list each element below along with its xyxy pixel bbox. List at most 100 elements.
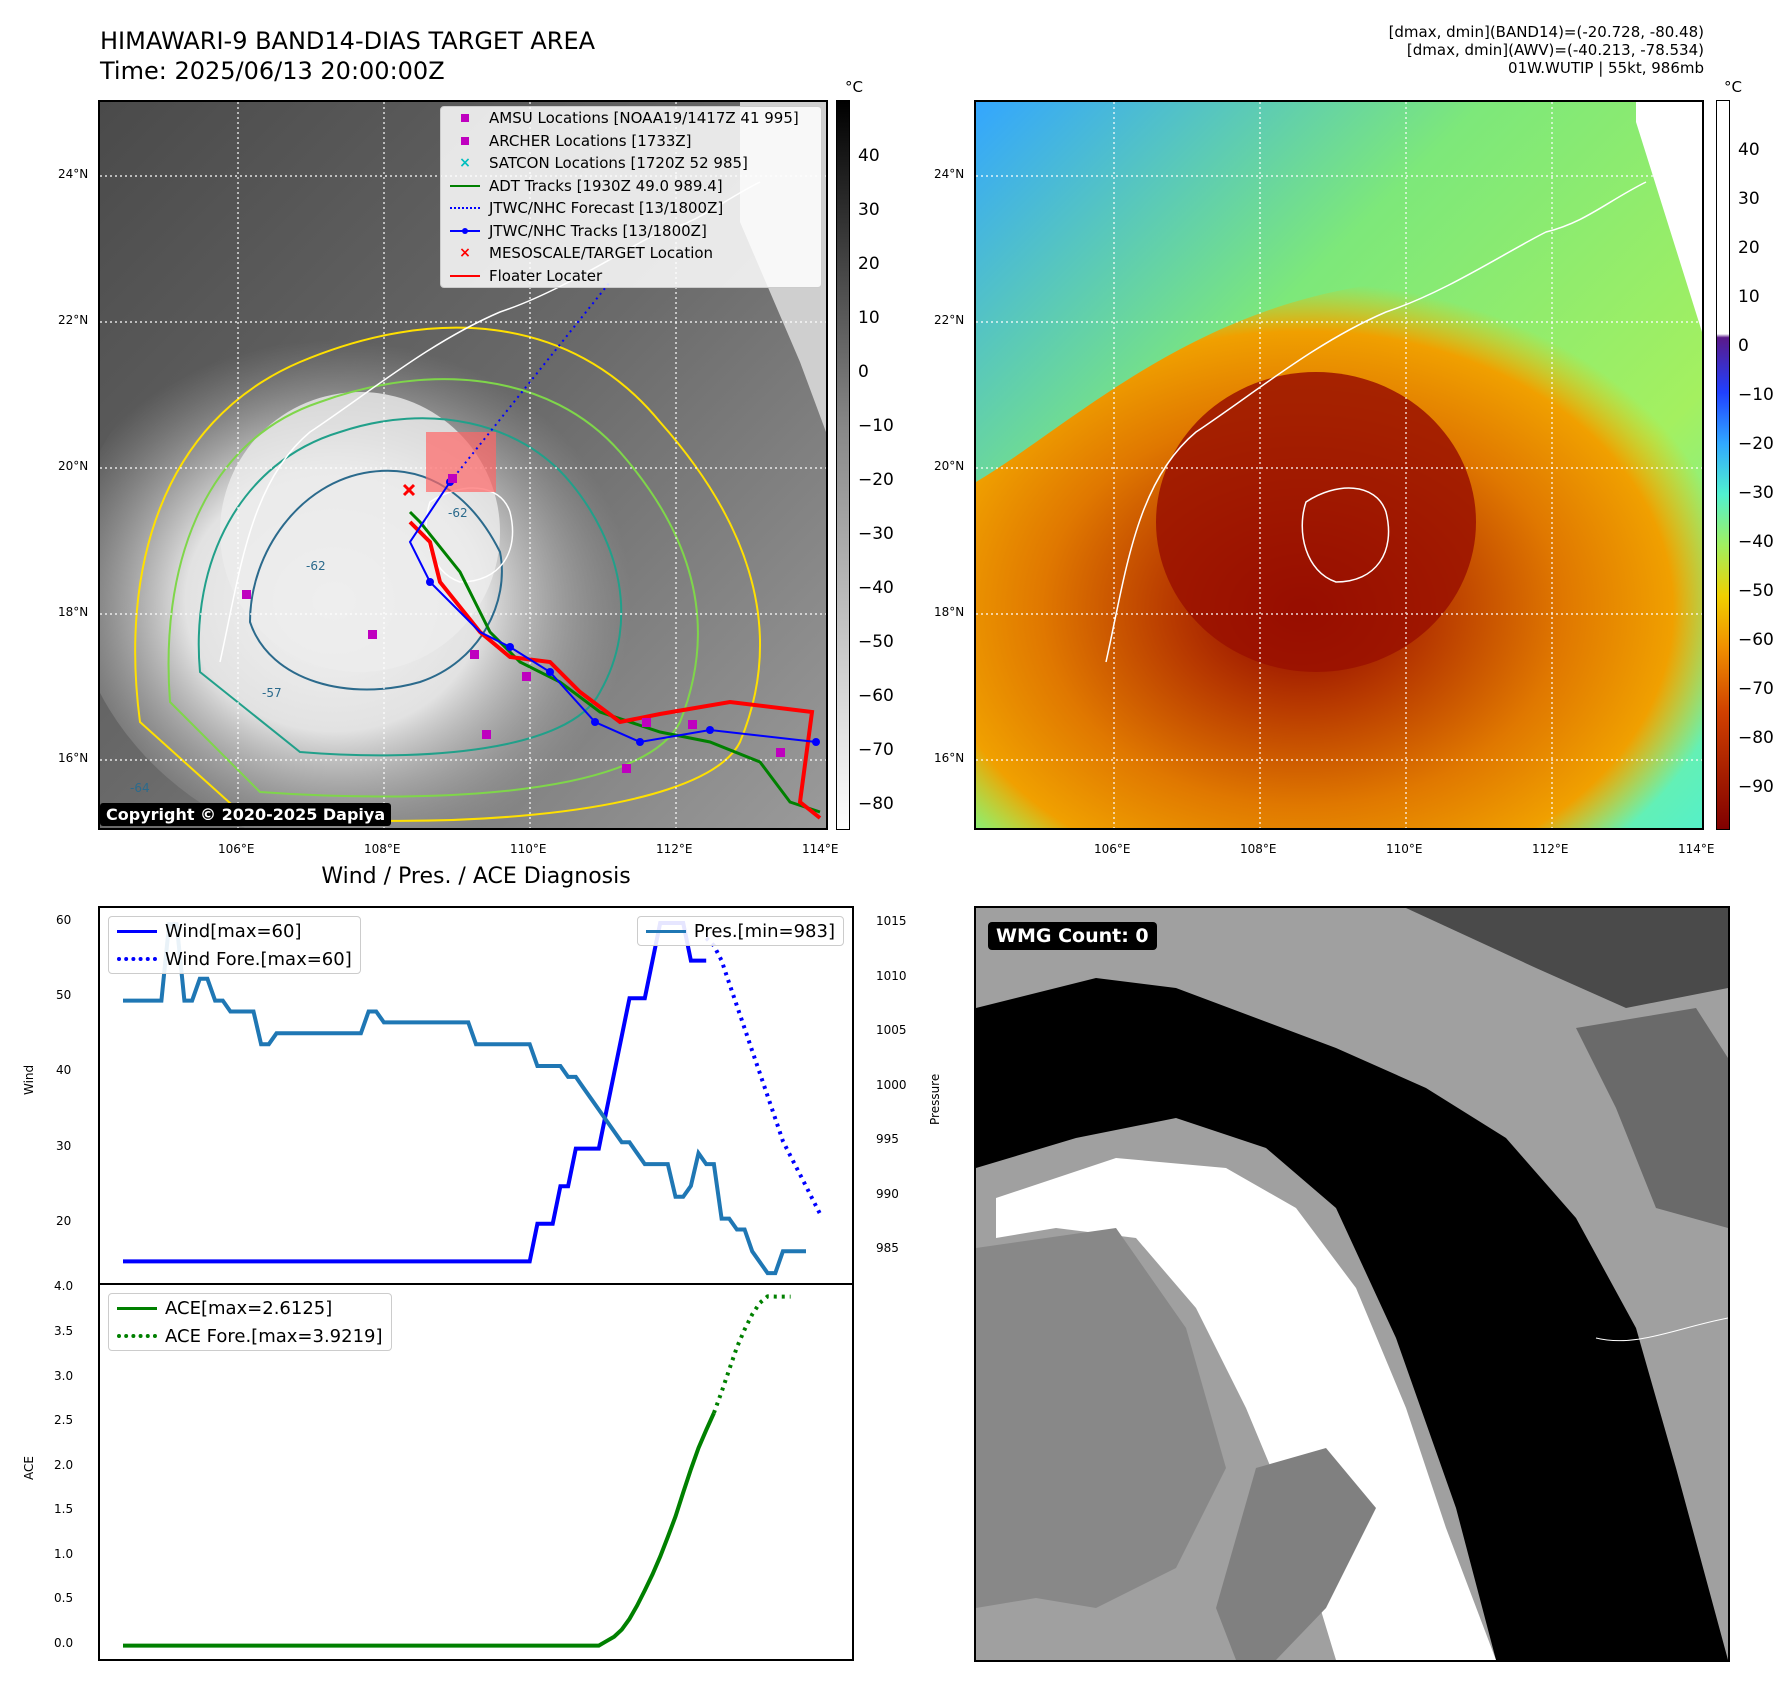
- contour-blue: [248, 469, 503, 691]
- legend-label: ACE Fore.[max=3.9219]: [165, 1325, 383, 1347]
- wmg-white-eyewall: [996, 1158, 1496, 1660]
- ace-axis-label: ACE: [22, 1456, 36, 1480]
- right-lat-label-22: 22°N: [934, 313, 965, 327]
- legend-item-satcon: × SATCON Locations [1720Z 52 985]: [441, 152, 821, 175]
- ace-tick-label: 2.0: [54, 1457, 74, 1472]
- legend-label: ACE[max=2.6125]: [165, 1297, 333, 1319]
- left-cb-tick: −70: [858, 740, 894, 760]
- right-cb-tick: −90: [1738, 777, 1774, 797]
- series-line-2: [123, 922, 806, 1276]
- pressure-tick-label: 1005: [876, 1023, 907, 1038]
- series-line-1: [704, 936, 824, 1218]
- right-cb-tick: −10: [1738, 385, 1774, 405]
- contour-teal: [197, 417, 623, 757]
- ace-tick-label: 4.0: [54, 1279, 74, 1294]
- right-cb-tick: 40: [1738, 140, 1760, 160]
- pressure-tick-label: 1015: [876, 914, 907, 929]
- ace-tick-label: 1.5: [54, 1502, 74, 1517]
- right-lat-label-16: 16°N: [934, 751, 965, 765]
- ace-panel: ACE[max=2.6125] ACE Fore.[max=3.9219]: [98, 1283, 854, 1661]
- wind-pressure-panel: Wind[max=60] Wind Fore.[max=60] Pres.[mi…: [98, 906, 854, 1284]
- left-cb-tick: 40: [858, 146, 880, 166]
- right-cb-tick: 0: [1738, 336, 1749, 356]
- legend-item-floater: Floater Locater: [441, 265, 821, 288]
- legend-item-ace-forecast: ACE Fore.[max=3.9219]: [109, 1322, 391, 1350]
- pressure-tick-label: 985: [876, 1241, 899, 1256]
- legend-item-amsu: AMSU Locations [NOAA19/1417Z 41 995]: [441, 107, 821, 130]
- left-lat-label-16: 16°N: [58, 751, 89, 765]
- left-cb-tick: −60: [858, 686, 894, 706]
- legend-item-wind: Wind[max=60]: [109, 917, 360, 945]
- legend-item-forecast: JTWC/NHC Forecast [13/1800Z]: [441, 197, 821, 220]
- contour-yellow: [134, 326, 761, 822]
- ace-series-line-0: [123, 1412, 716, 1648]
- dotted-line-icon: [441, 207, 489, 210]
- figure-title: HIMAWARI-9 BAND14-DIAS TARGET AREA Time:…: [100, 26, 595, 86]
- legend-item-jtwc: JTWC/NHC Tracks [13/1800Z]: [441, 220, 821, 243]
- left-cb-tick: −40: [858, 578, 894, 598]
- right-map-image: [976, 102, 1702, 828]
- hainan-coast: [1301, 487, 1390, 583]
- jtwc-forecast-track: [449, 281, 611, 483]
- legend-item-pressure: Pres.[min=983]: [638, 917, 843, 945]
- adt-track: [408, 510, 821, 814]
- ace-tick-label: 1.0: [54, 1546, 74, 1561]
- right-lon-label-108: 108°E: [1240, 842, 1277, 856]
- left-colorbar: [836, 100, 850, 830]
- left-lon-label-112: 112°E: [656, 842, 693, 856]
- floater-track: [408, 520, 822, 820]
- wmg-image: [976, 908, 1728, 1660]
- legend-item-wind-forecast: Wind Fore.[max=60]: [109, 945, 360, 973]
- jtwc-track: [408, 481, 817, 744]
- right-cb-tick: −70: [1738, 679, 1774, 699]
- legend-label: Wind Fore.[max=60]: [165, 948, 352, 970]
- wind-tick-label: 40: [56, 1063, 72, 1078]
- coastline: [1105, 181, 1647, 663]
- wmg-dark-region: [1406, 908, 1728, 1008]
- right-lat-label-24: 24°N: [934, 167, 965, 181]
- left-colorbar-unit: °C: [845, 78, 863, 96]
- stats-info: [dmax, dmin](BAND14)=(-20.728, -80.48) […: [1389, 23, 1704, 77]
- legend-item-archer: ARCHER Locations [1733Z]: [441, 130, 821, 153]
- contour-label-1: -62: [306, 559, 326, 573]
- legend-label: MESOSCALE/TARGET Location: [489, 244, 714, 263]
- dotted-line-icon: [109, 1334, 165, 1338]
- legend-label: AMSU Locations [NOAA19/1417Z 41 995]: [489, 109, 799, 128]
- contour-label-3: -62: [448, 506, 468, 520]
- ace-tick-label: 0.5: [54, 1591, 74, 1606]
- right-lon-label-110: 110°E: [1386, 842, 1423, 856]
- right-cb-tick: −40: [1738, 532, 1774, 552]
- left-lat-label-20: 20°N: [58, 459, 89, 473]
- coastline: [1595, 1317, 1728, 1342]
- wmg-mid-region: [1576, 1008, 1728, 1228]
- stats-line-2: [dmax, dmin](AWV)=(-40.213, -78.534): [1406, 41, 1704, 59]
- right-cb-tick: 30: [1738, 189, 1760, 209]
- square-marker-icon: [441, 114, 489, 123]
- wind-pressure-plot: [123, 921, 824, 1276]
- title-line-1: HIMAWARI-9 BAND14-DIAS TARGET AREA: [100, 27, 596, 55]
- pressure-tick-label: 1010: [876, 968, 907, 983]
- left-cb-tick: 10: [858, 308, 880, 328]
- right-lon-label-106: 106°E: [1094, 842, 1131, 856]
- ace-tick-label: 3.0: [54, 1368, 74, 1383]
- wind-legend: Wind[max=60] Wind Fore.[max=60]: [108, 916, 361, 974]
- pressure-tick-label: 995: [876, 1132, 899, 1147]
- cold-core: [1156, 372, 1476, 672]
- pressure-tick-label: 990: [876, 1186, 899, 1201]
- ace-tick-label: 2.5: [54, 1413, 74, 1428]
- line-marker-icon: [441, 274, 489, 277]
- wind-tick-label: 60: [56, 913, 72, 928]
- wind-tick-label: 30: [56, 1138, 72, 1153]
- x-marker-icon: ×: [459, 155, 471, 172]
- right-cb-tick: 20: [1738, 238, 1760, 258]
- right-lon-label-112: 112°E: [1532, 842, 1569, 856]
- map-grid: [100, 102, 826, 828]
- left-map-legend: AMSU Locations [NOAA19/1417Z 41 995] ARC…: [440, 106, 822, 288]
- left-lon-label-108: 108°E: [364, 842, 401, 856]
- left-cb-tick: 30: [858, 200, 880, 220]
- ace-legend: ACE[max=2.6125] ACE Fore.[max=3.9219]: [108, 1293, 392, 1351]
- x-marker-icon: ×: [459, 245, 471, 262]
- right-colorbar-unit: °C: [1724, 78, 1742, 96]
- left-cb-tick: −10: [858, 416, 894, 436]
- legend-label: Wind[max=60]: [165, 920, 302, 942]
